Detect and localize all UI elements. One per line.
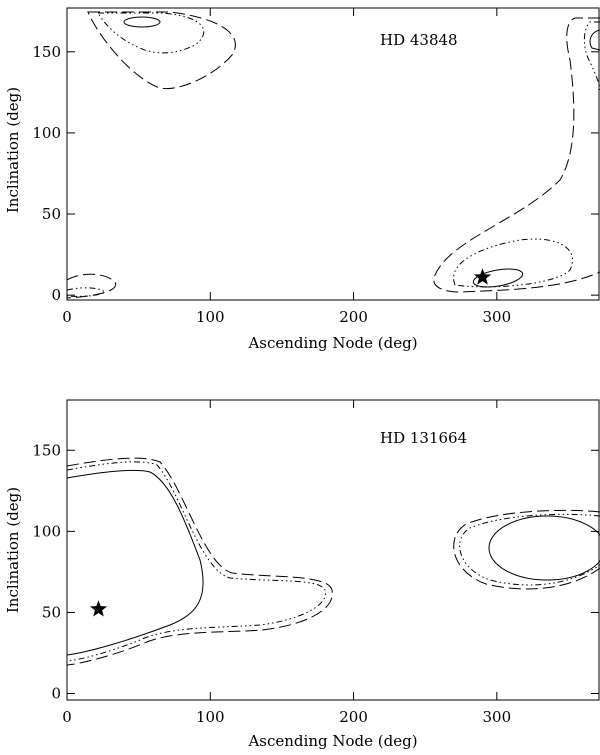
y-tick-label: 0 xyxy=(51,685,61,703)
y-tick-label: 100 xyxy=(32,522,61,540)
x-tick-label: 0 xyxy=(62,308,72,326)
x-tick-label: 200 xyxy=(339,708,368,726)
x-tick-label: 300 xyxy=(483,308,512,326)
x-tick-label: 100 xyxy=(196,308,225,326)
star-marker xyxy=(474,268,492,285)
y-tick-label: 0 xyxy=(51,286,61,304)
x-axis-label: Ascending Node (deg) xyxy=(247,334,417,352)
x-tick-label: 200 xyxy=(339,308,368,326)
y-tick-label: 150 xyxy=(32,441,61,459)
chart-title: HD 43848 xyxy=(380,31,458,49)
y-tick-label: 150 xyxy=(32,43,61,61)
y-axis-label: Inclination (deg) xyxy=(4,87,22,213)
y-axis-label: Inclination (deg) xyxy=(4,487,22,613)
star-marker xyxy=(90,600,108,617)
x-tick-label: 100 xyxy=(196,708,225,726)
y-tick-label: 100 xyxy=(32,124,61,142)
x-tick-label: 0 xyxy=(62,708,72,726)
x-axis-label: Ascending Node (deg) xyxy=(247,732,417,750)
y-tick-label: 50 xyxy=(42,603,61,621)
contours-bottom xyxy=(67,457,600,666)
plot-frame xyxy=(66,7,600,301)
contours-top xyxy=(67,11,600,299)
chart-title: HD 131664 xyxy=(380,429,467,447)
plot-frame xyxy=(66,399,600,701)
y-tick-label: 50 xyxy=(42,205,61,223)
x-tick-label: 300 xyxy=(483,708,512,726)
